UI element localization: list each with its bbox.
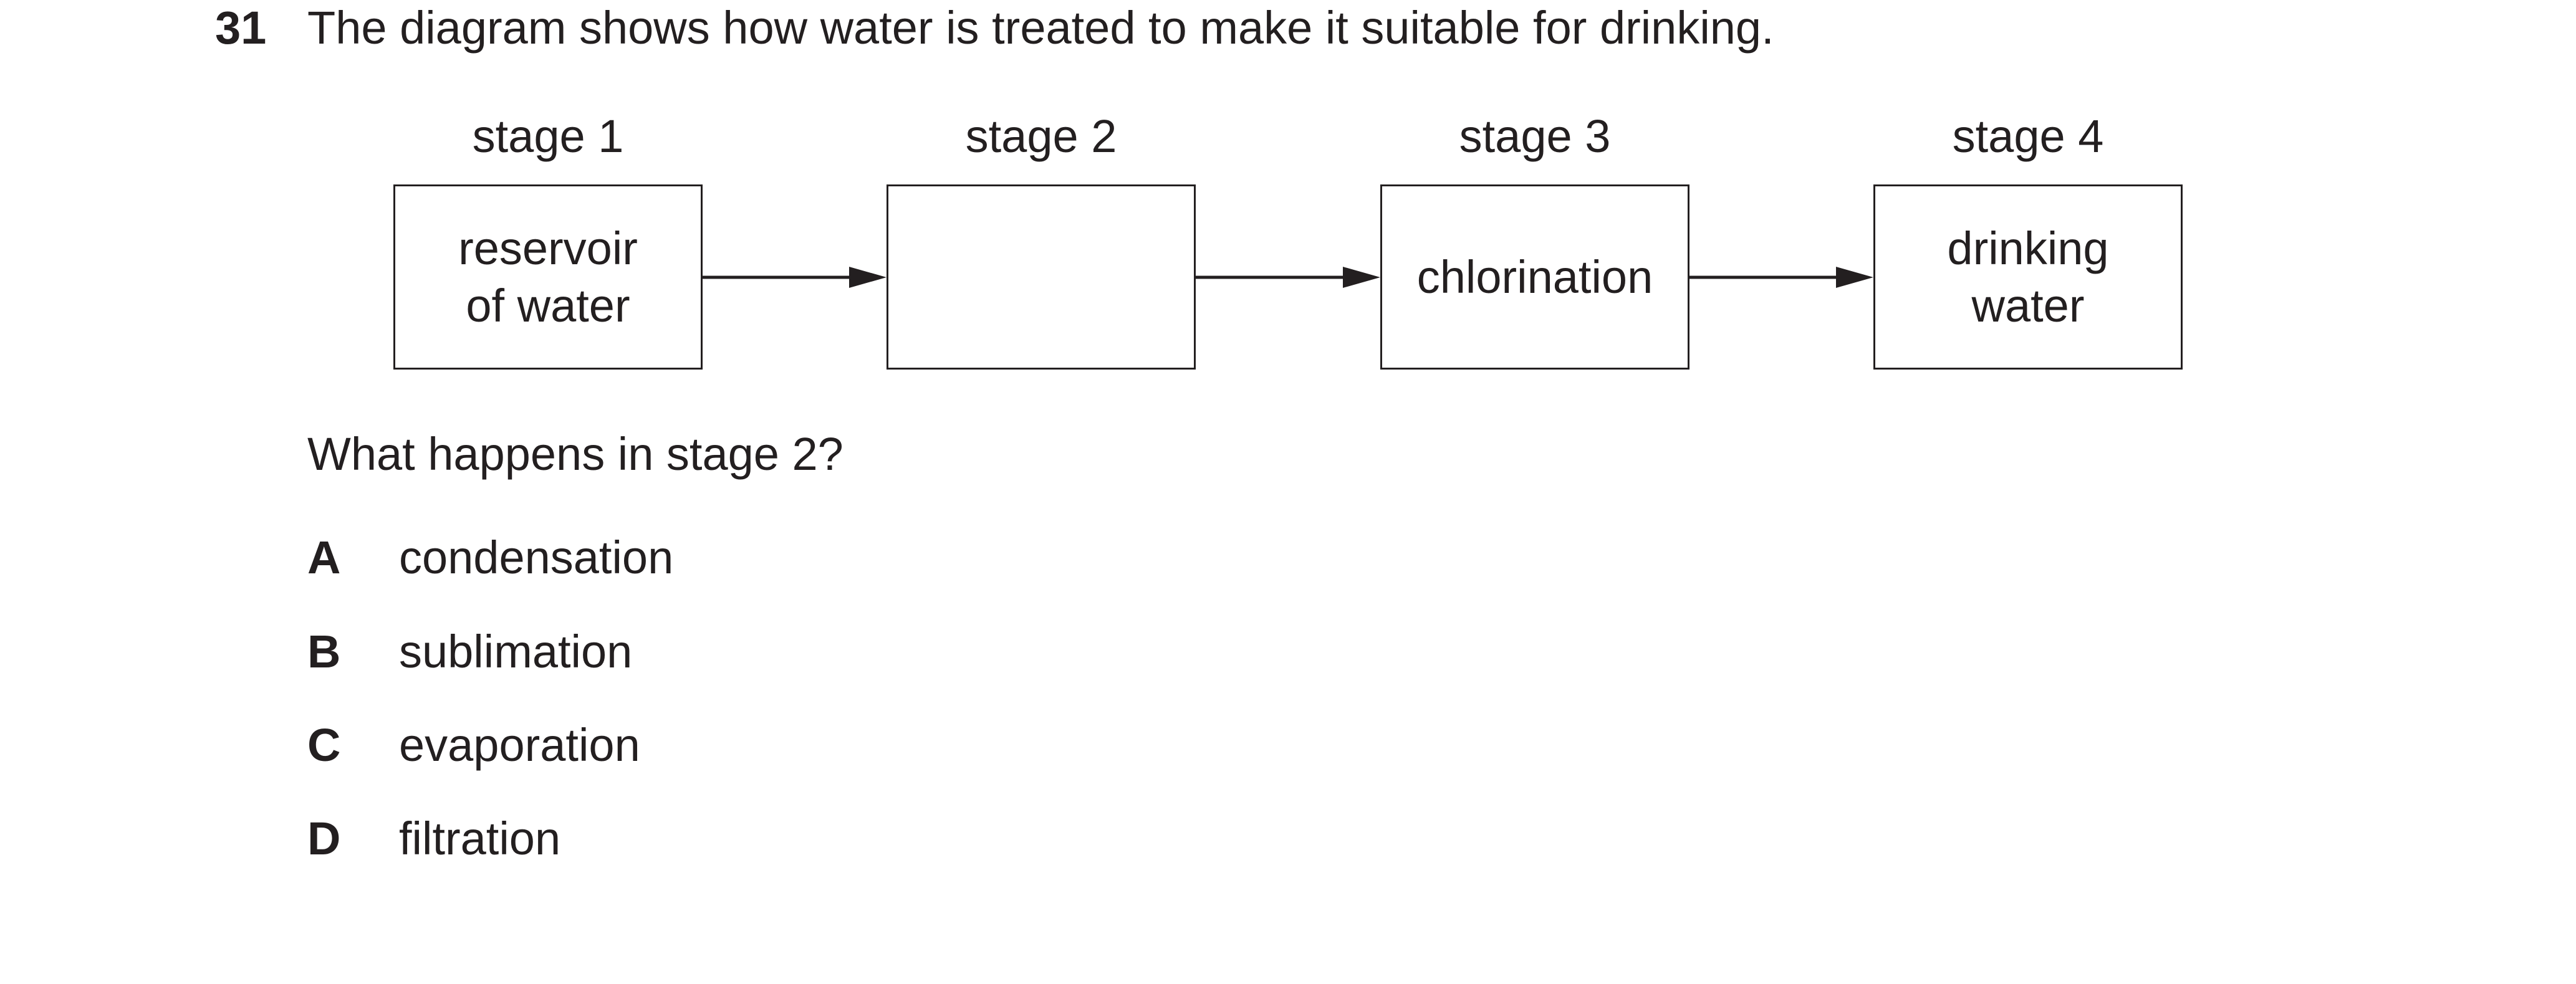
- arrow-stage3-to-stage4: [1689, 267, 1873, 288]
- option-b-letter: B: [307, 629, 399, 675]
- arrow-stage2-to-stage3: [1196, 267, 1380, 288]
- stage-1-label: stage 1: [392, 113, 704, 160]
- option-d-text: filtration: [399, 813, 560, 864]
- option-b-text: sublimation: [399, 626, 632, 677]
- stage-4-label: stage 4: [1872, 113, 2184, 160]
- stage-2-box: [887, 184, 1196, 370]
- option-d-letter: D: [307, 816, 399, 862]
- option-a-letter: A: [307, 535, 399, 581]
- question-number: 31: [215, 5, 266, 51]
- option-c-text: evaporation: [399, 719, 640, 771]
- stage-4-box: drinking water: [1873, 184, 2183, 370]
- question-stem: The diagram shows how water is treated t…: [307, 5, 1774, 51]
- stage-1-text: reservoir of water: [458, 220, 638, 335]
- arrow-stage1-to-stage2: [703, 267, 887, 288]
- stage-4-text: drinking water: [1947, 220, 2108, 335]
- question-prompt: What happens in stage 2?: [307, 431, 843, 477]
- stage-3-text: chlorination: [1417, 249, 1653, 306]
- option-a-text: condensation: [399, 532, 673, 583]
- stage-3-box: chlorination: [1380, 184, 1689, 370]
- stage-3-label: stage 3: [1379, 113, 1691, 160]
- stage-1-box: reservoir of water: [393, 184, 703, 370]
- option-c-letter: C: [307, 722, 399, 768]
- stage-2-label: stage 2: [885, 113, 1197, 160]
